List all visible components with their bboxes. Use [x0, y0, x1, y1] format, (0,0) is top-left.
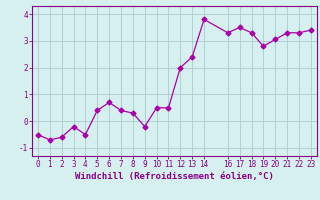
X-axis label: Windchill (Refroidissement éolien,°C): Windchill (Refroidissement éolien,°C) — [75, 172, 274, 181]
